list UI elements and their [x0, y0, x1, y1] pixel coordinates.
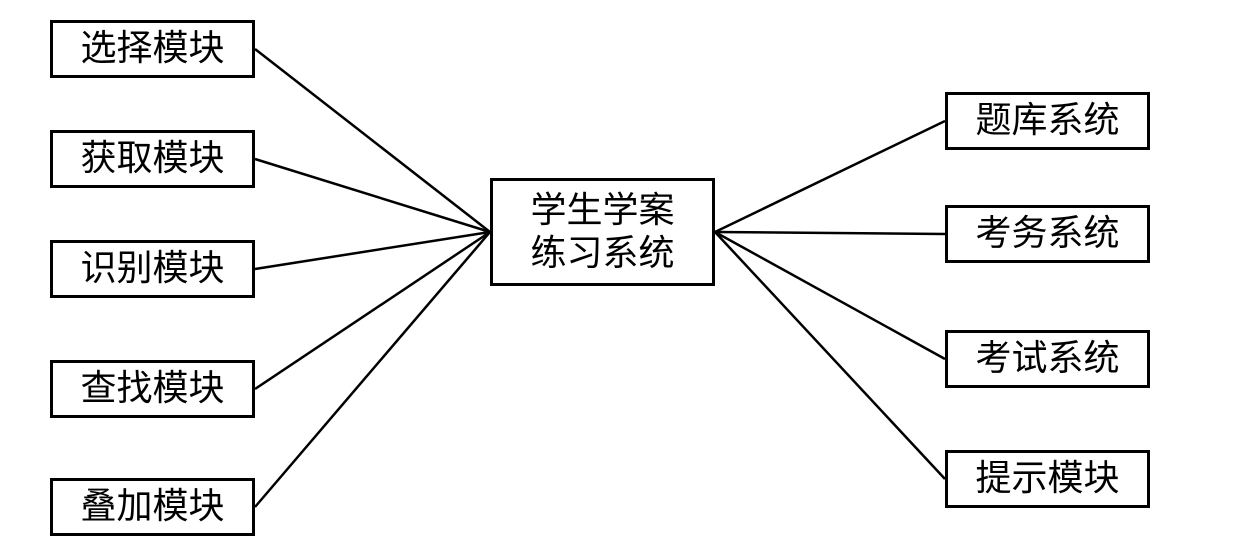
right-node-0: 题库系统 — [945, 92, 1150, 150]
center-node: 学生学案 练习系统 — [490, 178, 715, 286]
right-node-3: 提示模块 — [945, 450, 1150, 508]
right-node-1: 考务系统 — [945, 205, 1150, 263]
right-node-2: 考试系统 — [945, 330, 1150, 388]
left-node-3: 查找模块 — [50, 360, 255, 418]
left-node-4: 叠加模块 — [50, 478, 255, 536]
left-node-0: 选择模块 — [50, 20, 255, 78]
left-node-2: 识别模块 — [50, 240, 255, 298]
left-node-1: 获取模块 — [50, 130, 255, 188]
diagram-canvas: 学生学案 练习系统 选择模块获取模块识别模块查找模块叠加模块 题库系统考务系统考试系… — [0, 0, 1240, 555]
